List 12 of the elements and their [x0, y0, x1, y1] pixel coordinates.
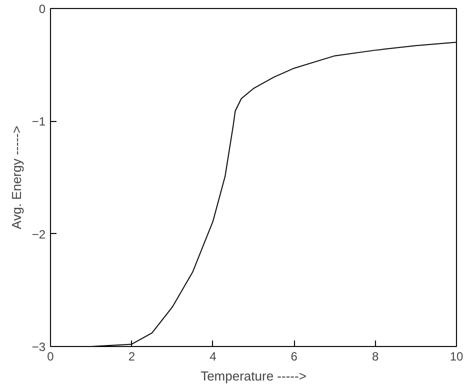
- x-tick-label: 6: [290, 350, 298, 364]
- x-tick-label: 2: [128, 350, 136, 364]
- y-tick-label: 0: [38, 2, 46, 16]
- x-tick-label: 10: [450, 350, 464, 364]
- y-tick-label: −3: [32, 340, 46, 354]
- x-axis-title: Temperature ----->: [200, 368, 306, 384]
- x-tick-label: 8: [372, 350, 379, 364]
- y-tick-label: −2: [32, 227, 46, 242]
- x-tick-label: 0: [47, 350, 54, 364]
- y-axis-title: Avg. Energy ----->: [8, 126, 24, 230]
- y-tick-label: −1: [32, 114, 46, 129]
- x-tick-label: 4: [210, 350, 217, 364]
